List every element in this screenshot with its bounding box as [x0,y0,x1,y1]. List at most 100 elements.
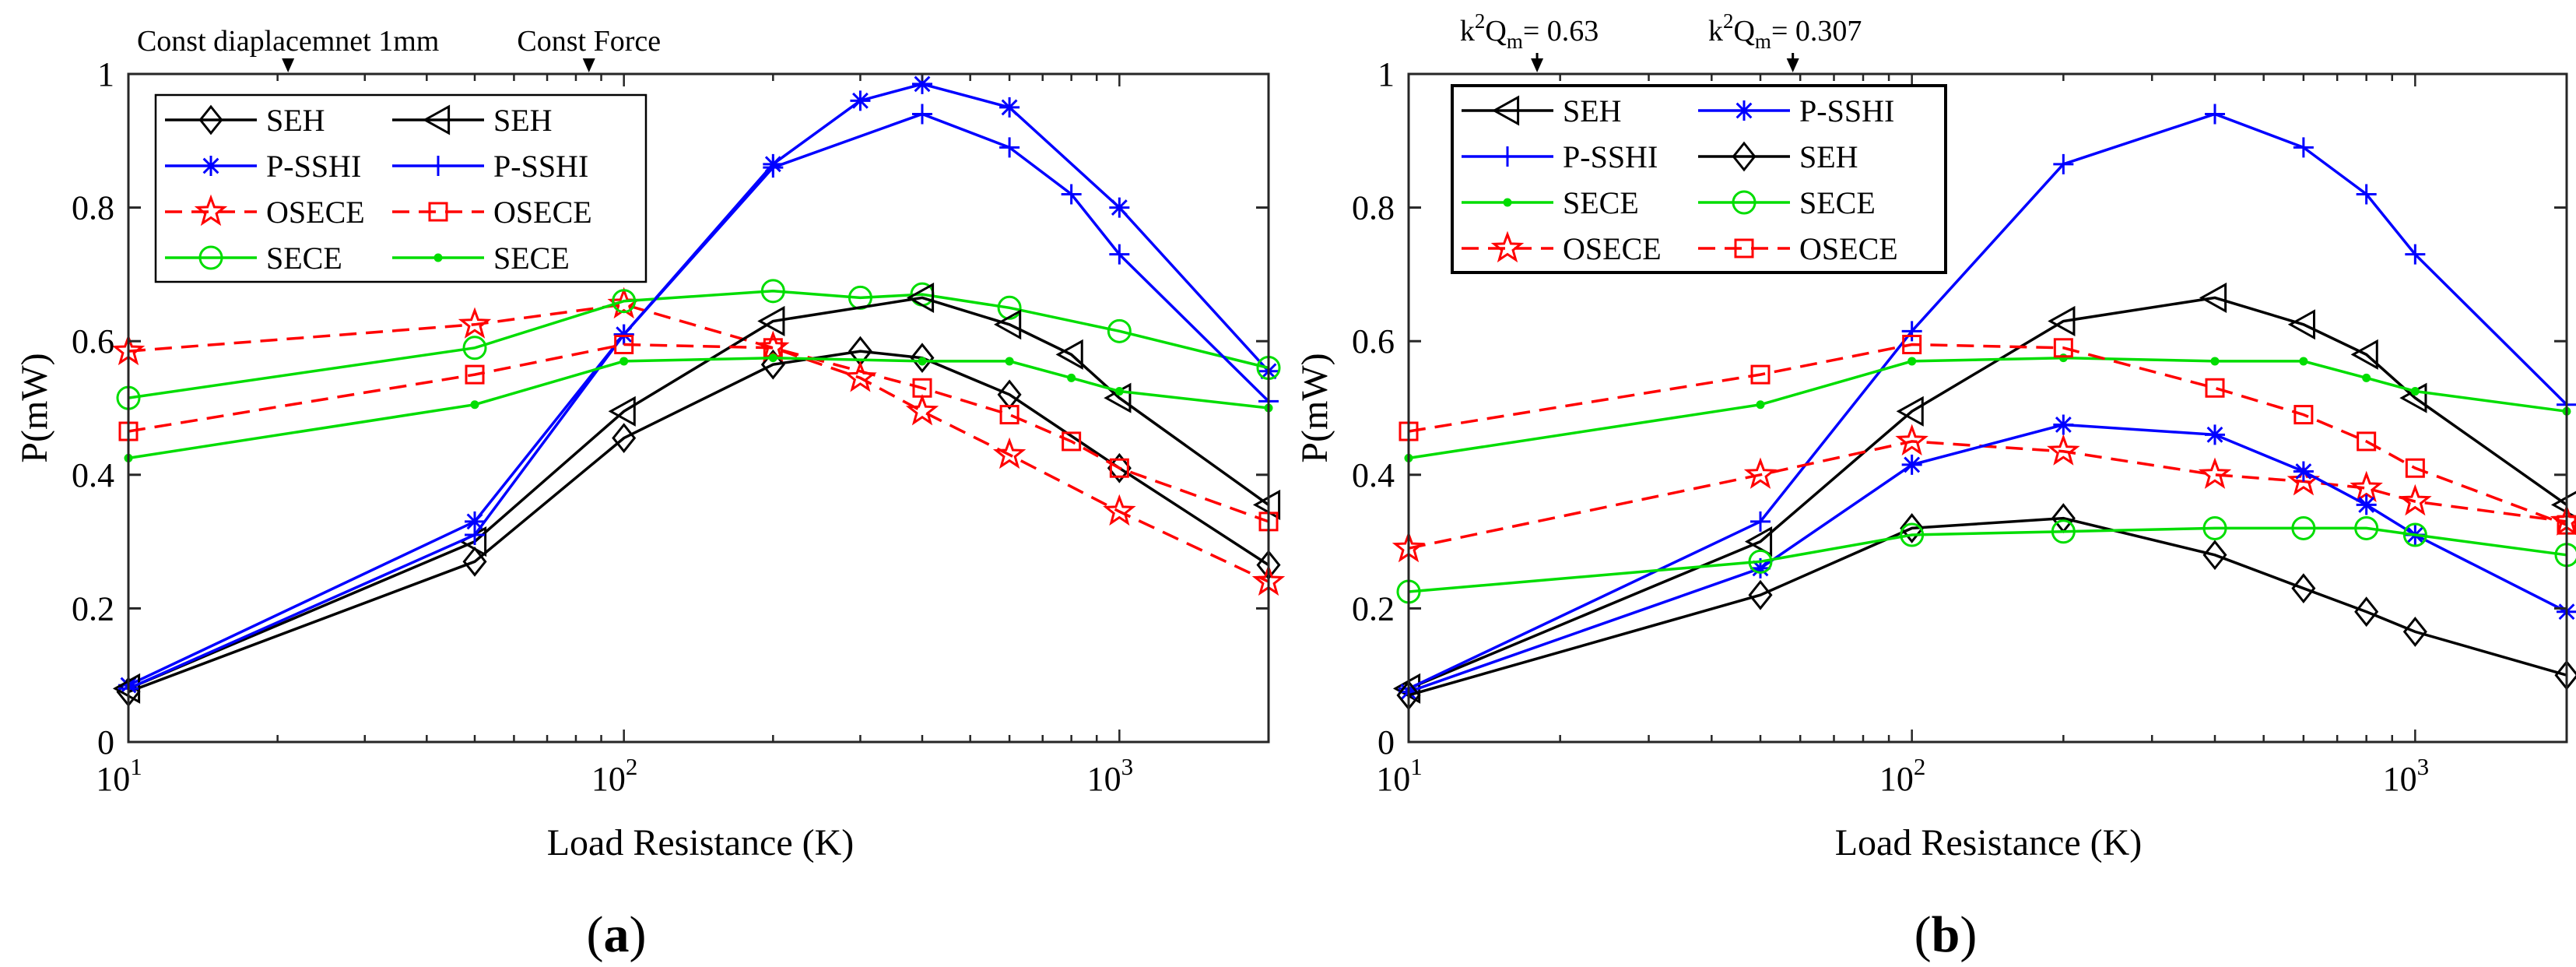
data-point [2205,378,2225,398]
data-point [999,405,1020,425]
x-tick-base: 10 [1879,760,1914,798]
x-tick-exponent: 3 [2417,753,2430,780]
data-point [757,305,785,337]
legend-marker [198,245,223,270]
data-point [1109,197,1130,218]
data-point [2405,458,2425,478]
data-point [612,423,637,454]
annotation-text: k2Qm= 0.307 [1708,9,1862,53]
annotation-arrow-head [1531,58,1544,72]
series-line [1408,526,2567,593]
data-point [1902,334,1922,354]
panel-label: (b) [1914,906,1978,963]
data-point [2293,137,2314,158]
annotation-part: 2 [1475,9,1486,33]
legend-entry-osece: OSECE [1462,230,1662,266]
data-point [1061,184,1082,205]
x-axis-label: Load Resistance (K) [1835,822,2143,863]
data-point [2053,153,2074,174]
series-osece-3 [1392,424,2576,563]
y-tick-label: 0.2 [1352,589,1395,628]
data-point [1062,431,1082,452]
annotation-part: k [1708,15,1723,47]
data-point [613,324,634,345]
data-point [999,97,1020,118]
x-tick-exponent: 1 [130,753,142,780]
series-line [1408,296,2568,691]
data-point [760,349,785,380]
legend-box [154,93,648,283]
legend-entry-seh: SEH [1698,139,1858,174]
data-point [2047,434,2080,466]
x-tick-base: 10 [591,760,626,798]
x-tick-base: 10 [1087,760,1121,798]
data-point [1750,364,1771,385]
data-point [992,437,1027,469]
x-tick-label: 103 [1087,753,1134,798]
legend-label: SEH [1563,93,1622,128]
data-point [2399,484,2432,516]
series-osece-7 [1399,334,2576,535]
legend-marker [1490,230,1525,263]
annotation-part: 2 [1723,9,1734,33]
data-point [2350,470,2383,502]
data-point [612,289,637,314]
x-tick-label: 101 [1376,753,1423,798]
data-point [2354,515,2379,540]
annotation-part: = 0.63 [1523,15,1599,47]
legend-label: SECE [493,241,570,276]
data-point [906,282,935,313]
legend-entry-sece: SECE [165,241,342,276]
series-line [128,296,1270,691]
series-seh-4 [112,282,1281,704]
panel-label-part: a [604,906,630,963]
annotation-text: Const diaplacemnet 1mm [137,25,439,58]
x-axis-label: Load Resistance (K) [547,822,855,863]
legend-marker [433,253,443,262]
data-point [465,525,486,546]
x-tick-exponent: 2 [626,753,638,780]
data-point [1252,489,1281,520]
legend-marker [422,104,451,135]
data-point [905,393,939,426]
legend-marker [201,156,221,176]
panel-label-part: ( [587,906,604,963]
data-point [2350,339,2378,370]
legend-label: OSECE [493,195,592,230]
data-point [2299,357,2308,366]
data-point [2402,617,2427,647]
legend-box [1451,84,1947,274]
plot-frame [1407,72,2568,744]
data-point [768,353,777,363]
y-tick-label: 0.6 [1352,322,1395,360]
x-tick-base: 10 [2383,760,2417,798]
data-point [608,396,636,427]
data-point [1744,526,1773,557]
x-tick-label: 101 [96,753,142,798]
annotation-0: Const diaplacemnet 1mm [137,25,439,72]
data-point [2198,457,2232,489]
data-point [1895,424,1928,456]
y-axis-label: P(mW) [14,353,55,462]
legend-marker [428,202,448,222]
data-point [2051,519,2076,544]
series-seh-0 [116,336,1281,708]
data-point [910,343,935,374]
data-point [912,378,932,398]
x-tick-exponent: 1 [1410,753,1423,780]
legend-entry-p-sshi: P-SSHI [1698,93,1894,128]
annotation-part: Q [1485,15,1506,47]
data-point [2354,596,2379,628]
y-tick-label: 0.2 [72,589,114,628]
data-point [470,400,479,410]
legend-label: SECE [266,241,342,276]
data-point [614,334,634,354]
series-sece-3 [116,279,1281,410]
data-point [2291,515,2316,540]
series-line [1408,516,2567,697]
data-point [999,137,1020,158]
series-line [1408,356,2567,460]
legend-label: SEH [493,103,553,138]
panel-label-part: ) [1960,906,1977,963]
